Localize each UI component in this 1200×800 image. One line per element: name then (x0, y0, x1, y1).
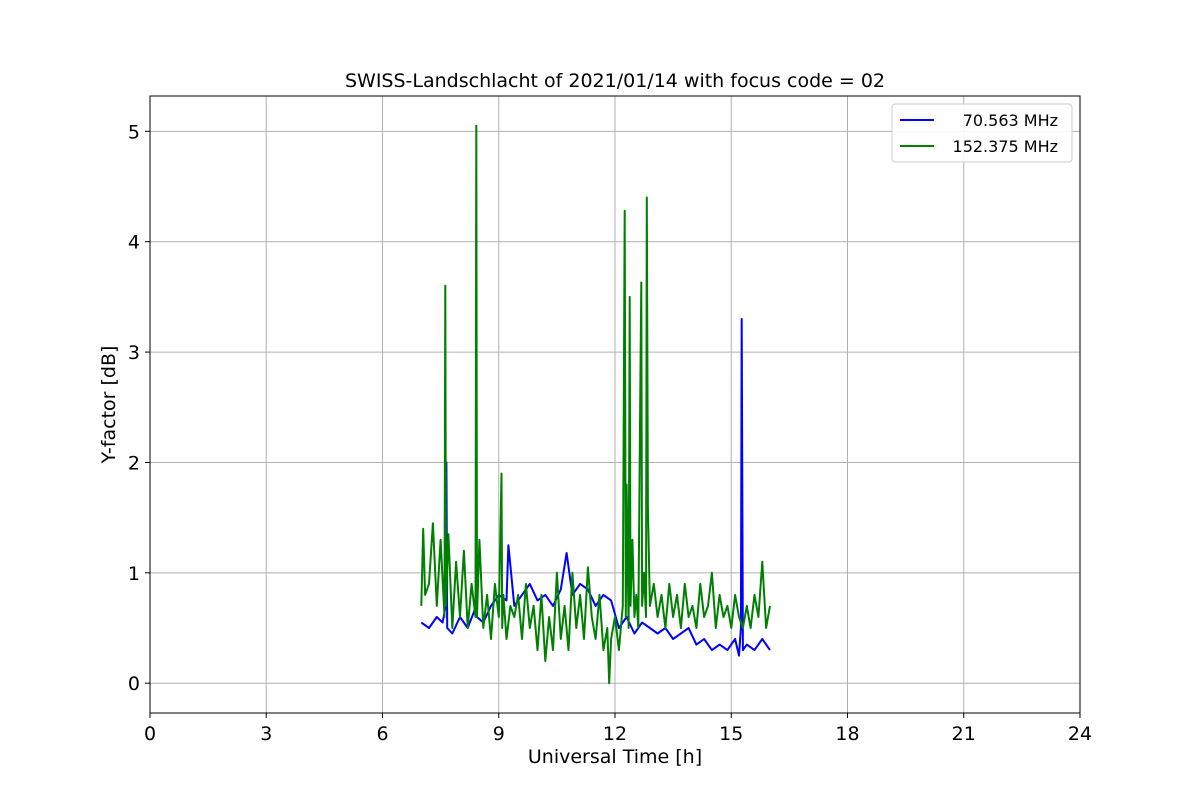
y-tick-label: 5 (128, 121, 140, 143)
x-tick-label: 3 (260, 723, 272, 745)
y-tick-label: 0 (128, 673, 140, 695)
x-tick-label: 18 (835, 723, 859, 745)
series-lines (420, 124, 771, 685)
y-tick-label: 2 (128, 452, 140, 474)
y-tick-label: 3 (128, 342, 140, 364)
x-tick-label: 24 (1068, 723, 1092, 745)
x-tick-label: 12 (603, 723, 627, 745)
x-axis-label: Universal Time [h] (528, 746, 702, 768)
x-tick-label: 15 (719, 723, 743, 745)
legend-label: 152.375 MHz (953, 137, 1058, 156)
legend: 70.563 MHz 152.375 MHz (891, 103, 1073, 163)
legend-box (891, 103, 1073, 163)
legend-label: 70.563 MHz (963, 111, 1058, 130)
x-tick-label: 6 (376, 723, 388, 745)
y-tick-label: 4 (128, 232, 140, 254)
series-line-2 (420, 124, 771, 685)
x-tick-label: 9 (493, 723, 505, 745)
y-axis-label: Y-factor [dB] (98, 346, 120, 465)
y-tick-label: 1 (128, 563, 140, 585)
x-tick-label: 21 (952, 723, 976, 745)
chart-title: SWISS-Landschlacht of 2021/01/14 with fo… (345, 70, 885, 92)
x-tick-label: 0 (144, 723, 156, 745)
